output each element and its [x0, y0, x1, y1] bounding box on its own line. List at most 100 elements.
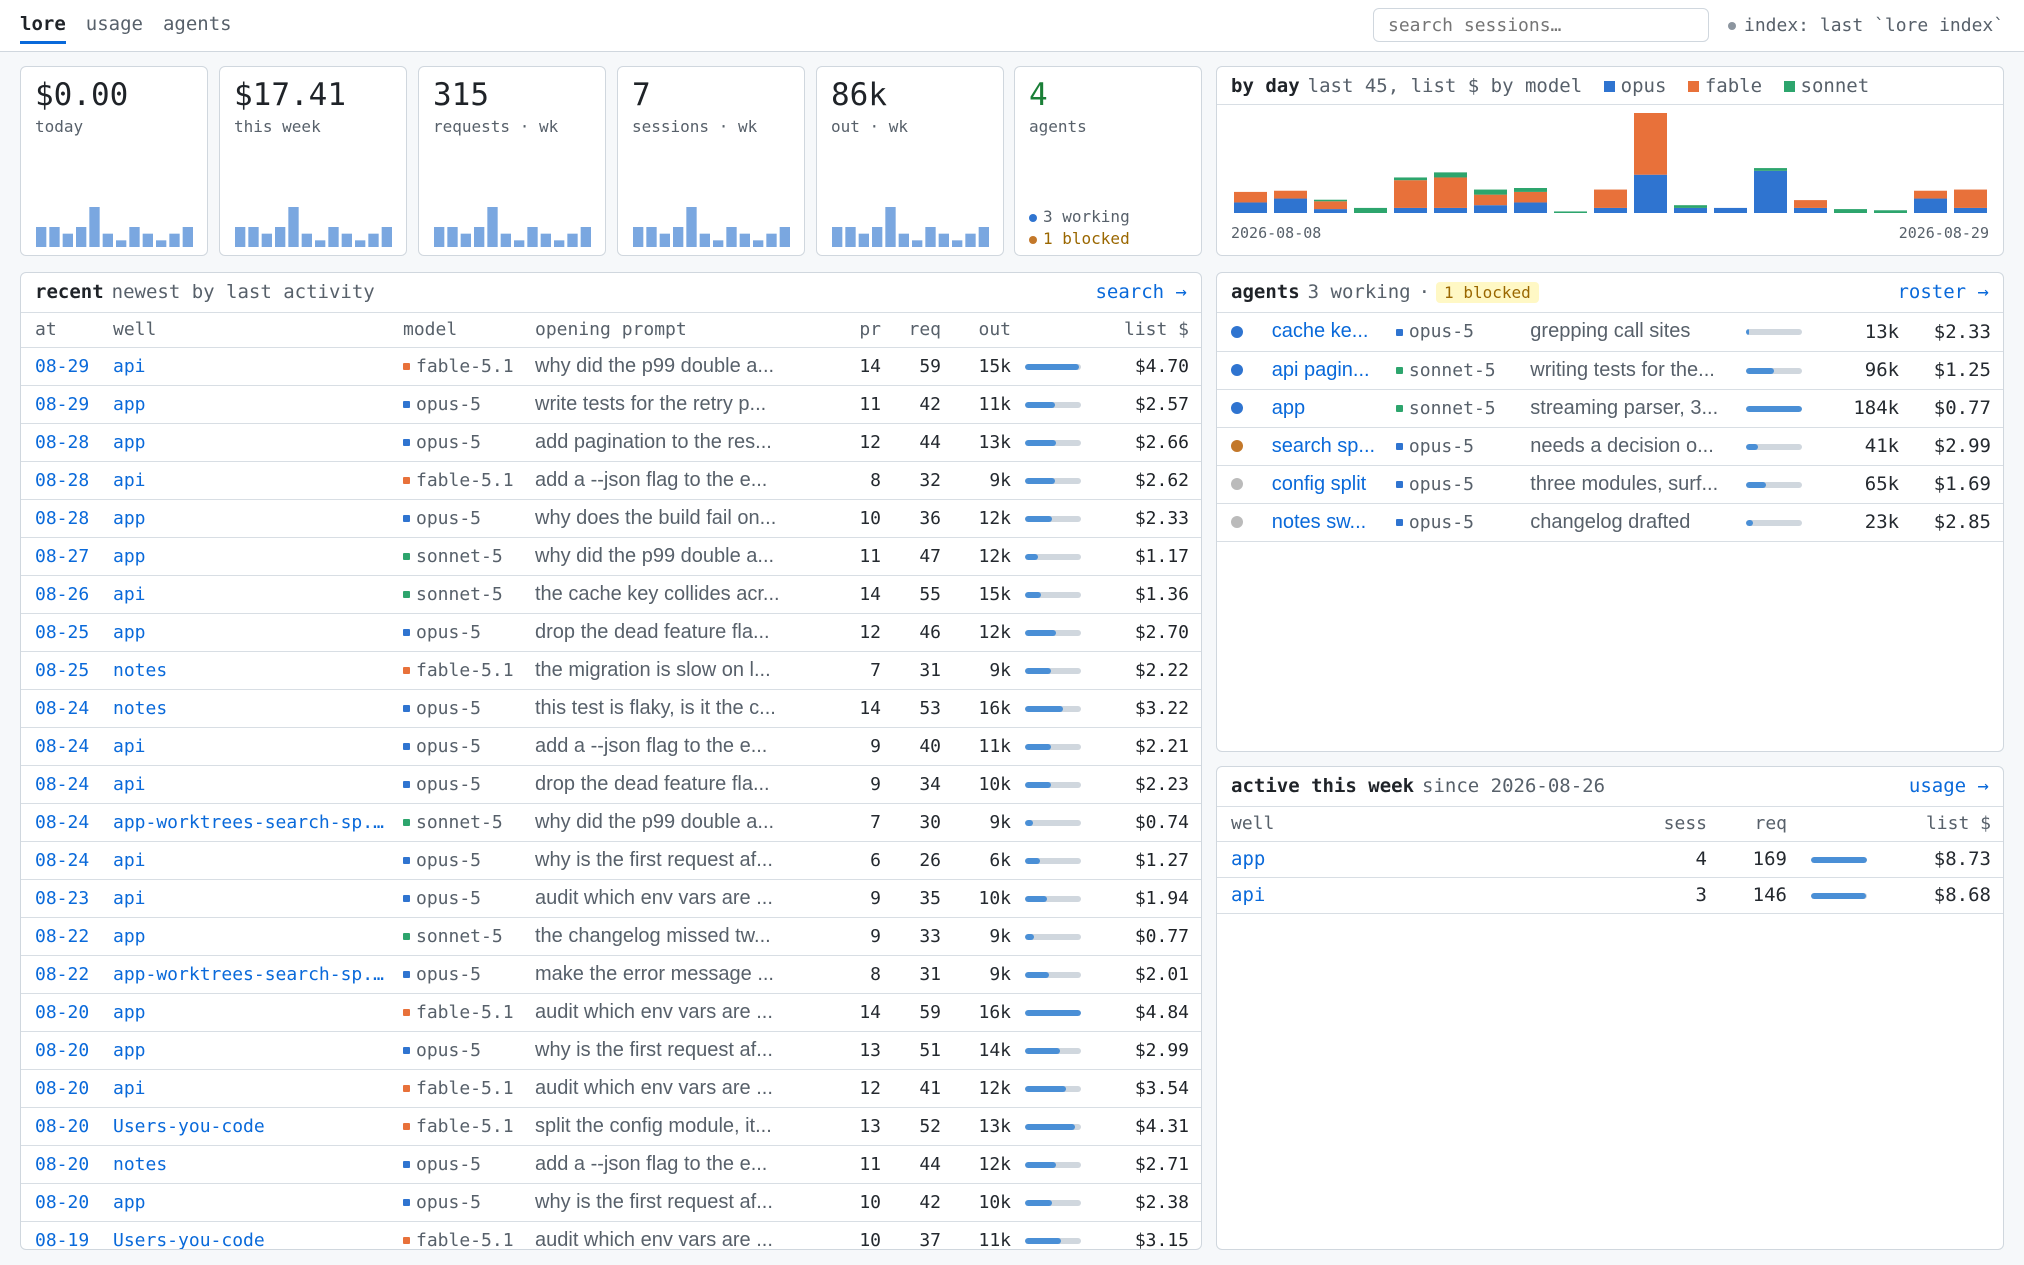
row-well[interactable]: api: [99, 1069, 389, 1108]
agent-row[interactable]: api pagin... sonnet-5 writing tests for th…: [1217, 351, 2003, 390]
row-date[interactable]: 08-20: [21, 1031, 99, 1070]
table-row[interactable]: 08-22 app sonnet-5 the changelog missed tw.…: [21, 917, 1201, 956]
table-row[interactable]: 08-20 Users-you-code fable-5.1 split the co…: [21, 1107, 1201, 1146]
row-well[interactable]: api: [1217, 877, 1617, 914]
row-date[interactable]: 08-24: [21, 841, 99, 880]
table-row[interactable]: 08-27 app sonnet-5 why did the p99 double a…: [21, 537, 1201, 576]
row-well[interactable]: Users-you-code: [99, 1221, 389, 1249]
column-header[interactable]: at: [21, 313, 99, 348]
row-well[interactable]: app: [99, 613, 389, 652]
table-row[interactable]: 08-29 api fable-5.1 why did the p99 double …: [21, 347, 1201, 386]
usage-link[interactable]: usage →: [1908, 775, 1989, 797]
row-well[interactable]: Users-you-code: [99, 1107, 389, 1146]
row-date[interactable]: 08-25: [21, 651, 99, 690]
row-well[interactable]: api: [99, 727, 389, 766]
stat-card-agents[interactable]: 4 agents 3 working 1 blocked: [1014, 66, 1202, 256]
stat-card[interactable]: 7 sessions · wk: [617, 66, 805, 256]
agent-row[interactable]: notes sw... opus-5 changelog drafted 23k $2.…: [1217, 503, 2003, 542]
row-well[interactable]: app: [99, 385, 389, 424]
row-date[interactable]: 08-20: [21, 1107, 99, 1146]
table-row[interactable]: 08-22 app-worktrees-search-sp... opus-5 mak…: [21, 955, 1201, 994]
row-date[interactable]: 08-25: [21, 613, 99, 652]
table-row[interactable]: 08-25 app opus-5 drop the dead feature fla.…: [21, 613, 1201, 652]
table-row[interactable]: 08-25 notes fable-5.1 the migration is slow…: [21, 651, 1201, 690]
column-header[interactable]: well: [99, 313, 389, 348]
agent-name[interactable]: search sp...: [1257, 427, 1382, 466]
row-date[interactable]: 08-23: [21, 879, 99, 918]
row-well[interactable]: app: [99, 423, 389, 462]
stat-card[interactable]: 315 requests · wk: [418, 66, 606, 256]
row-date[interactable]: 08-26: [21, 575, 99, 614]
roster-link[interactable]: roster →: [1897, 281, 1989, 303]
row-well[interactable]: notes: [99, 1145, 389, 1184]
row-well[interactable]: app: [1217, 841, 1617, 878]
row-well[interactable]: notes: [99, 689, 389, 728]
table-row[interactable]: 08-20 app opus-5 why is the first request a…: [21, 1183, 1201, 1222]
agent-row[interactable]: app sonnet-5 streaming parser, 3... 184k $0.…: [1217, 389, 2003, 428]
tab-agents[interactable]: agents: [162, 13, 232, 35]
agent-name[interactable]: app: [1257, 389, 1382, 428]
row-well[interactable]: api: [99, 879, 389, 918]
row-well[interactable]: api: [99, 461, 389, 500]
row-date[interactable]: 08-29: [21, 385, 99, 424]
agent-row[interactable]: config split opus-5 three modules, surf...…: [1217, 465, 2003, 504]
row-well[interactable]: app: [99, 1031, 389, 1070]
table-row[interactable]: 08-24 app-worktrees-search-sp... sonnet-5 w…: [21, 803, 1201, 842]
row-well[interactable]: app-worktrees-search-sp...: [99, 803, 389, 842]
column-header[interactable]: list $: [1787, 807, 2003, 842]
row-date[interactable]: 08-19: [21, 1221, 99, 1249]
table-row[interactable]: 08-28 app opus-5 add pagination to the res.…: [21, 423, 1201, 462]
table-row[interactable]: 08-20 app opus-5 why is the first request a…: [21, 1031, 1201, 1070]
row-date[interactable]: 08-24: [21, 727, 99, 766]
row-date[interactable]: 08-20: [21, 993, 99, 1032]
table-row[interactable]: 08-28 app opus-5 why does the build fail on…: [21, 499, 1201, 538]
stat-card[interactable]: $17.41 this week: [219, 66, 407, 256]
row-date[interactable]: 08-27: [21, 537, 99, 576]
tab-lore[interactable]: lore: [20, 13, 66, 44]
row-well[interactable]: app: [99, 993, 389, 1032]
row-date[interactable]: 08-20: [21, 1183, 99, 1222]
table-row[interactable]: api 3 146 $8.68: [1217, 877, 2003, 914]
column-header[interactable]: model: [389, 313, 521, 348]
row-date[interactable]: 08-28: [21, 499, 99, 538]
agent-name[interactable]: notes sw...: [1257, 503, 1382, 542]
column-header[interactable]: sess: [1617, 807, 1707, 842]
agent-name[interactable]: api pagin...: [1257, 351, 1382, 390]
table-row[interactable]: 08-26 api sonnet-5 the cache key collides a…: [21, 575, 1201, 614]
table-row[interactable]: 08-19 Users-you-code fable-5.1 audit which …: [21, 1221, 1201, 1249]
column-header[interactable]: well: [1217, 807, 1617, 842]
agent-row[interactable]: search sp... opus-5 needs a decision o... 4…: [1217, 427, 2003, 466]
column-header[interactable]: pr: [821, 313, 881, 348]
row-well[interactable]: api: [99, 765, 389, 804]
table-row[interactable]: 08-29 app opus-5 write tests for the retry …: [21, 385, 1201, 424]
table-row[interactable]: 08-28 api fable-5.1 add a --json flag to th…: [21, 461, 1201, 500]
column-header[interactable]: req: [1707, 807, 1787, 842]
row-date[interactable]: 08-20: [21, 1069, 99, 1108]
row-date[interactable]: 08-24: [21, 803, 99, 842]
stat-card[interactable]: $0.00 today: [20, 66, 208, 256]
row-well[interactable]: app: [99, 1183, 389, 1222]
row-well[interactable]: api: [99, 575, 389, 614]
row-well[interactable]: app: [99, 537, 389, 576]
search-link[interactable]: search →: [1095, 281, 1187, 303]
search-input[interactable]: [1373, 8, 1709, 42]
row-well[interactable]: api: [99, 841, 389, 880]
tab-usage[interactable]: usage: [85, 13, 143, 35]
table-row[interactable]: 08-24 api opus-5 drop the dead feature fla.…: [21, 765, 1201, 804]
agent-row[interactable]: cache ke... opus-5 grepping call sites 13k $…: [1217, 313, 2003, 352]
column-header[interactable]: list $: [1011, 313, 1201, 348]
row-well[interactable]: api: [99, 347, 389, 386]
table-row[interactable]: 08-20 notes opus-5 add a --json flag to the…: [21, 1145, 1201, 1184]
row-well[interactable]: app: [99, 499, 389, 538]
table-row[interactable]: 08-23 api opus-5 audit which env vars are .…: [21, 879, 1201, 918]
table-row[interactable]: 08-24 api opus-5 why is the first request a…: [21, 841, 1201, 880]
row-date[interactable]: 08-29: [21, 347, 99, 386]
row-well[interactable]: app-worktrees-search-sp...: [99, 955, 389, 994]
row-date[interactable]: 08-28: [21, 461, 99, 500]
row-date[interactable]: 08-28: [21, 423, 99, 462]
column-header[interactable]: out: [941, 313, 1011, 348]
stat-card[interactable]: 86k out · wk: [816, 66, 1004, 256]
row-date[interactable]: 08-22: [21, 955, 99, 994]
table-row[interactable]: 08-24 notes opus-5 this test is flaky, is i…: [21, 689, 1201, 728]
column-header[interactable]: opening prompt: [521, 313, 821, 348]
